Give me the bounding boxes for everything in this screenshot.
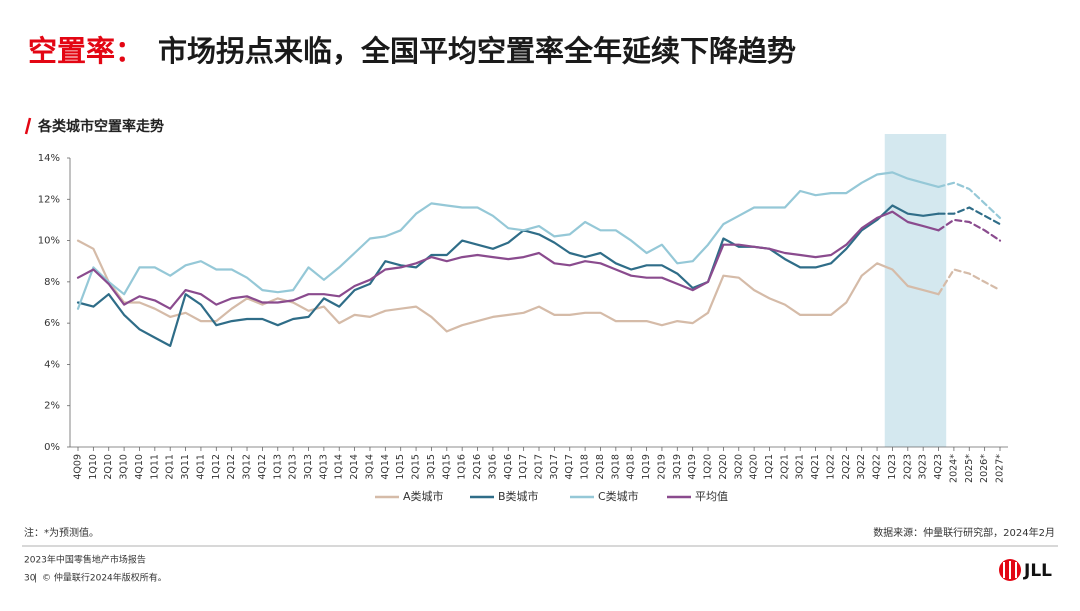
x-tick-label: 2Q18 bbox=[595, 454, 606, 480]
x-tick-label: 3Q11 bbox=[180, 454, 191, 480]
x-tick-label: 1Q15 bbox=[395, 454, 406, 480]
series-line bbox=[76, 204, 940, 347]
x-tick-label: 4Q13 bbox=[318, 454, 329, 480]
forecast-line bbox=[937, 206, 1002, 226]
series-line bbox=[76, 210, 940, 310]
x-tick-label: 1Q16 bbox=[457, 454, 468, 480]
y-tick-label: 12% bbox=[38, 194, 60, 205]
x-tick-label: 1Q21 bbox=[764, 454, 775, 480]
x-tick-label: 3Q15 bbox=[426, 454, 437, 480]
title: 市场拐点来临，全国平均空置率全年延续下降趋势 bbox=[158, 34, 796, 68]
x-tick-label: 3Q20 bbox=[733, 454, 744, 480]
x-tick-label: 3Q18 bbox=[610, 454, 621, 480]
y-tick-label: 14% bbox=[38, 153, 60, 164]
x-tick-label: 3Q17 bbox=[549, 454, 560, 480]
series-line bbox=[76, 239, 940, 333]
x-tick-label: 1Q11 bbox=[149, 454, 160, 480]
y-tick-label: 0% bbox=[44, 442, 60, 453]
x-tick-label: 4Q14 bbox=[380, 454, 391, 480]
x-tick-label: 1Q12 bbox=[211, 454, 222, 480]
x-tick-label: 1Q19 bbox=[641, 454, 652, 480]
x-tick-label: 4Q23 bbox=[933, 454, 944, 480]
x-tick-label: 4Q19 bbox=[687, 454, 698, 480]
x-tick-label: 2Q13 bbox=[288, 454, 299, 480]
x-tick-label: 4Q18 bbox=[626, 454, 637, 480]
x-tick-label: 4Q10 bbox=[134, 454, 145, 480]
x-tick-label: 2Q17 bbox=[534, 454, 545, 480]
x-tick-label: 2027* bbox=[995, 454, 1006, 483]
x-tick-label: 1Q18 bbox=[580, 454, 591, 480]
x-tick-label: 4Q11 bbox=[195, 454, 206, 480]
logo-text: JLL bbox=[1023, 561, 1052, 581]
x-tick-label: 1Q17 bbox=[518, 454, 529, 480]
y-tick-label: 4% bbox=[44, 359, 60, 370]
x-tick-label: 1Q20 bbox=[703, 454, 714, 480]
x-tick-label: 1Q14 bbox=[334, 454, 345, 480]
series-line bbox=[76, 171, 940, 310]
x-tick-label: 2Q15 bbox=[411, 454, 422, 480]
x-tick-label: 4Q22 bbox=[872, 454, 883, 480]
accent-slash bbox=[24, 117, 32, 135]
x-tick-label: 3Q12 bbox=[242, 454, 253, 480]
y-tick-label: 6% bbox=[44, 318, 60, 329]
x-tick-label: 1Q23 bbox=[887, 454, 898, 480]
x-tick-label: 4Q17 bbox=[564, 454, 575, 480]
chart-title: 各类城市空置率走势 bbox=[37, 118, 164, 135]
x-tick-label: 1Q22 bbox=[825, 454, 836, 480]
x-tick-label: 4Q15 bbox=[441, 454, 452, 480]
x-tick-label: 3Q16 bbox=[487, 454, 498, 480]
x-tick-label: 4Q12 bbox=[257, 454, 268, 480]
copyright: © 仲量联行2024年版权所有。 bbox=[42, 572, 167, 584]
x-tick-label: 1Q13 bbox=[272, 454, 283, 480]
x-tick-label: 4Q20 bbox=[749, 454, 760, 480]
page-number: 30 bbox=[24, 574, 36, 584]
x-tick-label: 3Q14 bbox=[364, 454, 375, 480]
x-tick-label: 3Q22 bbox=[856, 454, 867, 480]
x-tick-label: 4Q09 bbox=[73, 454, 84, 480]
forecast-line bbox=[937, 218, 1002, 242]
note: 注：*为预测值。 bbox=[24, 526, 99, 539]
x-tick-label: 2Q21 bbox=[779, 454, 790, 480]
x-tick-label: 2Q23 bbox=[902, 454, 913, 480]
x-tick-label: 2Q22 bbox=[841, 454, 852, 480]
x-tick-label: 2Q12 bbox=[226, 454, 237, 480]
x-tick-label: 1Q10 bbox=[88, 454, 99, 480]
x-tick-label: 2Q14 bbox=[349, 454, 360, 480]
forecast-line bbox=[937, 181, 1002, 219]
y-tick-label: 2% bbox=[44, 401, 60, 412]
x-tick-label: 4Q21 bbox=[810, 454, 821, 480]
logo-lines bbox=[1003, 561, 1017, 579]
forecast-line bbox=[937, 268, 1002, 296]
x-tick-label: 2026* bbox=[979, 454, 990, 483]
report-name: 2023年中国零售地产市场报告 bbox=[24, 554, 146, 566]
y-tick-label: 8% bbox=[44, 277, 60, 288]
x-tick-label: 3Q21 bbox=[795, 454, 806, 480]
y-tick-label: 10% bbox=[38, 236, 60, 247]
title-highlight: 空置率： bbox=[28, 34, 144, 68]
legend-label: B类城市 bbox=[498, 489, 539, 503]
x-tick-label: 2Q20 bbox=[718, 454, 729, 480]
x-tick-label: 3Q19 bbox=[672, 454, 683, 480]
x-tick-label: 2Q10 bbox=[103, 454, 114, 480]
divider: | bbox=[34, 574, 37, 584]
x-tick-label: 3Q23 bbox=[918, 454, 929, 480]
x-tick-label: 2Q19 bbox=[656, 454, 667, 480]
x-tick-label: 2025* bbox=[964, 454, 975, 483]
x-tick-label: 2Q16 bbox=[472, 454, 483, 480]
x-tick-label: 3Q13 bbox=[303, 454, 314, 480]
legend-label: 平均值 bbox=[695, 490, 728, 503]
legend-label: C类城市 bbox=[598, 489, 639, 503]
x-tick-label: 2Q11 bbox=[165, 454, 176, 480]
source: 数据来源：仲量联行研究部，2024年2月 bbox=[873, 526, 1055, 539]
x-tick-label: 2024* bbox=[948, 454, 959, 483]
legend-label: A类城市 bbox=[403, 489, 444, 503]
x-tick-label: 3Q10 bbox=[119, 454, 130, 480]
x-tick-label: 4Q16 bbox=[503, 454, 514, 480]
